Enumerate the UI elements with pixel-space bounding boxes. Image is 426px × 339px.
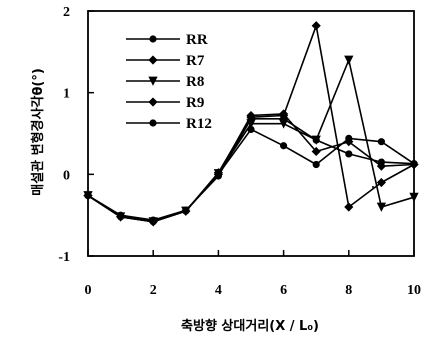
point-rr — [345, 150, 353, 158]
point-r12 — [247, 125, 255, 134]
x-tick-label: 8 — [345, 283, 352, 298]
y-tick-label: 2 — [63, 5, 70, 20]
x-tick-label: 2 — [150, 283, 157, 298]
series-line-r12 — [87, 128, 415, 223]
point-r9 — [246, 112, 256, 122]
plot-frame — [87, 10, 415, 257]
point-r9 — [279, 110, 289, 121]
point-r12 — [410, 160, 418, 168]
point-r12 — [377, 138, 385, 146]
series-r12 — [84, 125, 418, 226]
point-r7 — [376, 161, 386, 171]
point-r7 — [311, 146, 321, 157]
annotation-mark: ' — [371, 184, 375, 199]
legend-item-r12: R12 — [126, 116, 212, 132]
point-legend-r8 — [148, 76, 158, 86]
x-tick-label: 6 — [280, 283, 287, 298]
point-legend-rr — [149, 35, 157, 43]
point-r9 — [376, 177, 386, 188]
point-legend-r12 — [149, 119, 157, 127]
point-r8 — [376, 202, 387, 212]
point-r12 — [214, 170, 222, 178]
point-r12 — [345, 134, 353, 142]
legend-label: R9 — [186, 95, 204, 111]
point-r8 — [344, 55, 354, 65]
x-tick-label: 0 — [85, 283, 92, 298]
legend-item-r8: R8 — [126, 74, 204, 90]
legend-label: R7 — [186, 53, 205, 69]
legend-label: RR — [186, 32, 208, 48]
x-tick-label: 4 — [215, 283, 222, 298]
y-axis-title: 매설관 변형경사각θ(°) — [30, 68, 46, 196]
x-tick-label: 10 — [407, 283, 421, 298]
point-r8 — [409, 192, 419, 203]
y-tick-label: -1 — [58, 250, 70, 265]
legend-item-r9: R9 — [126, 95, 204, 111]
point-r12 — [117, 213, 125, 221]
point-legend-r9 — [148, 97, 158, 107]
point-r12 — [149, 218, 157, 226]
series — [83, 21, 419, 227]
x-axis-title: 축방향 상대거리(X / L₀) — [181, 318, 319, 334]
point-r12 — [84, 191, 92, 200]
point-r12 — [182, 207, 190, 215]
y-tick-label: 0 — [63, 168, 70, 183]
legend-label: R8 — [186, 74, 204, 90]
point-r9 — [311, 21, 321, 31]
legend-label: R12 — [186, 116, 212, 132]
point-r12 — [312, 160, 320, 169]
legend-item-rr: RR — [126, 32, 208, 48]
point-r8 — [311, 135, 321, 145]
point-r12 — [279, 142, 288, 150]
legend-item-r7: R7 — [126, 53, 205, 69]
point-r9 — [344, 202, 354, 212]
y-tick-label: 1 — [63, 87, 70, 102]
point-legend-r7 — [148, 55, 158, 65]
legend: RR R7 R8 R9 R12 — [126, 32, 212, 132]
